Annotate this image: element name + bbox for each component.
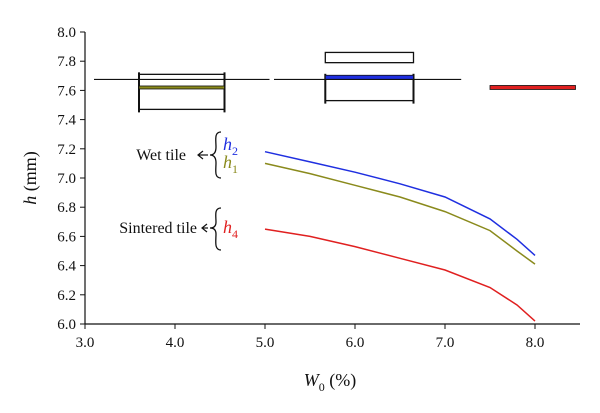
sintered-tile-arrow (201, 223, 208, 233)
wet-tile-label: Wet tile (136, 147, 186, 164)
series-label-h1: h1 (223, 152, 238, 176)
sintered-tile-brace (209, 207, 222, 251)
x-tick-label: 8.0 (526, 335, 545, 351)
x-tick-label: 5.0 (256, 335, 275, 351)
y-axis-title: h (mm) (20, 151, 41, 205)
series-line-h1 (264, 162, 536, 265)
tile-diagrams (94, 51, 576, 113)
y-tick-label: 6.0 (57, 317, 76, 333)
x-tick-label: 7.0 (436, 335, 455, 351)
x-tick-label: 4.0 (166, 335, 185, 351)
series-line-h2 (264, 150, 536, 256)
y-tick-label: 7.0 (57, 171, 76, 187)
series-label-h4: h4 (223, 217, 238, 241)
wet-tile-brace (209, 131, 222, 179)
tile-sintered-band (489, 85, 576, 90)
y-tick-label: 6.6 (57, 229, 76, 245)
tile-wet-band (138, 85, 225, 90)
x-tick-label: 3.0 (76, 335, 95, 351)
sintered-tile-label: Sintered tile (119, 220, 197, 237)
series-line-h4 (264, 228, 536, 322)
y-tick-label: 7.8 (57, 54, 76, 70)
tile-dried-band (324, 74, 414, 80)
axes (80, 31, 580, 329)
x-tick-label: 6.0 (346, 335, 365, 351)
tile-dried-top-box (324, 51, 415, 64)
series-lines (264, 150, 536, 322)
y-tick-label: 8.0 (57, 25, 76, 41)
y-tick-label: 7.6 (57, 83, 76, 99)
x-axis-title: W0 (%) (304, 370, 356, 394)
y-tick-label: 6.4 (57, 259, 76, 275)
wet-tile-arrow (197, 150, 208, 160)
y-tick-label: 7.2 (57, 142, 76, 158)
y-tick-label: 6.2 (57, 288, 76, 304)
y-tick-label: 7.4 (57, 113, 76, 129)
y-tick-label: 6.8 (57, 200, 76, 216)
series-label-h2: h2 (223, 134, 238, 158)
tick-labels: 6.0 6.2 6.4 6.6 6.8 7.0 7.2 7.4 7.6 7.8 8.0 3.0 4.0 5… (57, 25, 544, 351)
